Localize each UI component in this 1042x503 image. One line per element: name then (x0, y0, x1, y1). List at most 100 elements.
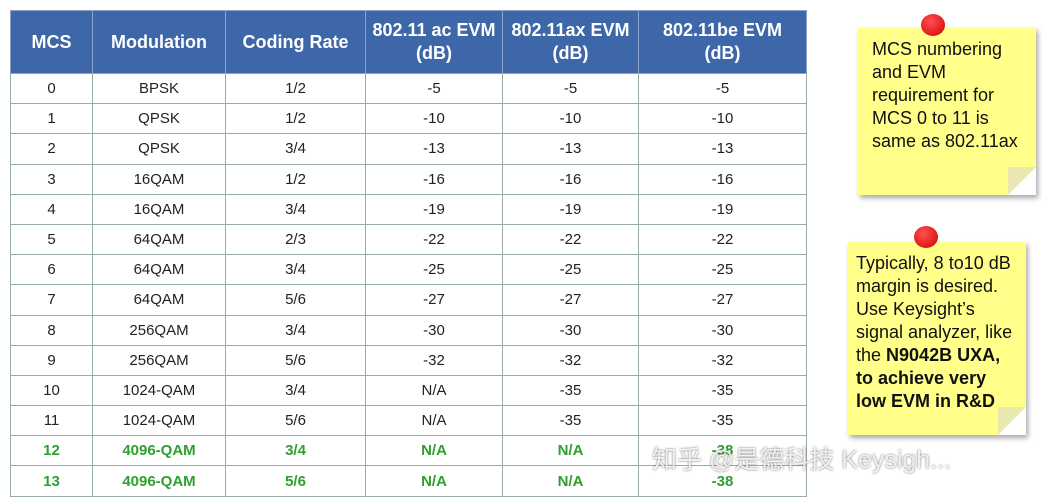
table-cell: 3/4 (225, 254, 366, 286)
table-cell: 12 (10, 435, 93, 467)
sticky-note: MCS numbering and EVM requirement for MC… (858, 28, 1036, 195)
table-row: 8 256QAM 3/4 -30 -30 -30 (10, 314, 807, 346)
table-cell: -16 (502, 163, 639, 195)
table-cell: 5/6 (225, 344, 366, 376)
table-cell: -27 (502, 284, 639, 316)
table-cell: -27 (638, 284, 807, 316)
table-row: 0 BPSK 1/2 -5 -5 -5 (10, 72, 807, 105)
table-cell: 7 (10, 284, 93, 316)
watermark: 知乎 @是德科技 Keysigh... (652, 446, 952, 474)
table-cell: -35 (502, 374, 639, 407)
table-row: 10 1024-QAM 3/4 N/A -35 -35 (10, 374, 807, 407)
table-row: 1 QPSK 1/2 -10 -10 -10 (10, 103, 807, 135)
table-cell: N/A (502, 465, 639, 497)
table-cell: 3/4 (225, 133, 366, 165)
table-cell: -22 (502, 223, 639, 256)
table-row: 12 4096-QAM 3/4 N/A N/A -38 (10, 435, 807, 467)
table-cell: -16 (638, 163, 807, 195)
table-row: 6 64QAM 3/4 -25 -25 -25 (10, 254, 807, 286)
table-row: 5 64QAM 2/3 -22 -22 -22 (10, 223, 807, 256)
table-cell: 5 (10, 223, 93, 256)
table-cell: N/A (365, 405, 503, 437)
table-row: 11 1024-QAM 5/6 N/A -35 -35 (10, 405, 807, 437)
table-cell: -32 (502, 344, 639, 376)
table-cell: 256QAM (92, 314, 226, 346)
table-cell: 5/6 (225, 284, 366, 316)
table-cell: -32 (638, 344, 807, 376)
table-cell: -13 (502, 133, 639, 165)
table-cell: 1024-QAM (92, 405, 226, 437)
table-cell: N/A (365, 374, 503, 407)
table-cell: 5/6 (225, 465, 366, 497)
table-cell: 0 (10, 72, 93, 105)
note-text: Typically, 8 to10 dB margin is desired. … (856, 253, 1013, 365)
table-cell: -30 (502, 314, 639, 346)
table-cell: N/A (365, 435, 503, 467)
table-cell: 2/3 (225, 223, 366, 256)
table-cell: N/A (365, 465, 503, 497)
table-cell: -35 (502, 405, 639, 437)
table-cell: -35 (638, 405, 807, 437)
table-cell: 16QAM (92, 193, 226, 225)
table-cell: -25 (502, 254, 639, 286)
pin (921, 14, 945, 36)
table-cell: 1024-QAM (92, 374, 226, 407)
table-row: 4 16QAM 3/4 -19 -19 -19 (10, 193, 807, 225)
table-cell: -27 (365, 284, 503, 316)
table-cell: BPSK (92, 72, 226, 105)
table-cell: -38 (638, 435, 807, 467)
table-cell: -38 (638, 465, 807, 497)
table-cell: 64QAM (92, 254, 226, 286)
header-cell: 802.11 ac EVM (dB) (365, 10, 503, 74)
table-cell: 3/4 (225, 193, 366, 225)
table-cell: 4096-QAM (92, 465, 226, 497)
table-cell: 13 (10, 465, 93, 497)
table-row: 3 16QAM 1/2 -16 -16 -16 (10, 163, 807, 195)
table-cell: 16QAM (92, 163, 226, 195)
pin (914, 226, 938, 248)
table-cell: -13 (638, 133, 807, 165)
table-cell: 8 (10, 314, 93, 346)
table-cell: QPSK (92, 133, 226, 165)
note-text: MCS numbering and EVM requirement for MC… (872, 39, 1018, 151)
table-cell: -22 (365, 223, 503, 256)
header-cell: Modulation (92, 10, 226, 74)
table-cell: QPSK (92, 103, 226, 135)
table-cell: 6 (10, 254, 93, 286)
note-bold-text: to achieve very low EVM in R&D (856, 368, 995, 411)
table-row: 13 4096-QAM 5/6 N/A N/A -38 (10, 465, 807, 497)
table-cell: 64QAM (92, 284, 226, 316)
table-cell: 3/4 (225, 314, 366, 346)
table-row: 7 64QAM 5/6 -27 -27 -27 (10, 284, 807, 316)
table-cell: 64QAM (92, 223, 226, 256)
table-cell: -22 (638, 223, 807, 256)
table-row: 9 256QAM 5/6 -32 -32 -32 (10, 344, 807, 376)
table-cell: -30 (365, 314, 503, 346)
table-cell: 4096-QAM (92, 435, 226, 467)
header-row: MCS Modulation Coding Rate 802.11 ac EVM (d… (10, 10, 807, 74)
table-cell: 10 (10, 374, 93, 407)
table-cell: N/A (502, 435, 639, 467)
table-cell: -30 (638, 314, 807, 346)
table-cell: -10 (638, 103, 807, 135)
table-cell: -25 (638, 254, 807, 286)
table-cell: -5 (638, 72, 807, 105)
mcs-table: MCS Modulation Coding Rate 802.11 ac EVM (d… (10, 10, 807, 497)
table-cell: -10 (502, 103, 639, 135)
table-cell: -19 (638, 193, 807, 225)
header-cell: 802.11be EVM (dB) (638, 10, 807, 74)
table-cell: 1/2 (225, 72, 366, 105)
table-cell: 256QAM (92, 344, 226, 376)
table-cell: -35 (638, 374, 807, 407)
header-cell: 802.11ax EVM (dB) (502, 10, 639, 74)
table-cell: -5 (502, 72, 639, 105)
table-cell: 1 (10, 103, 93, 135)
table-cell: -19 (502, 193, 639, 225)
table-cell: -19 (365, 193, 503, 225)
table-cell: 3 (10, 163, 93, 195)
table-row: 2 QPSK 3/4 -13 -13 -13 (10, 133, 807, 165)
table-cell: -13 (365, 133, 503, 165)
table-cell: -25 (365, 254, 503, 286)
table-body: 0 BPSK 1/2 -5 -5 -5 1 QPSK 1/2 -10 -10 -10 2 QPSK 3/4-… (10, 72, 807, 497)
